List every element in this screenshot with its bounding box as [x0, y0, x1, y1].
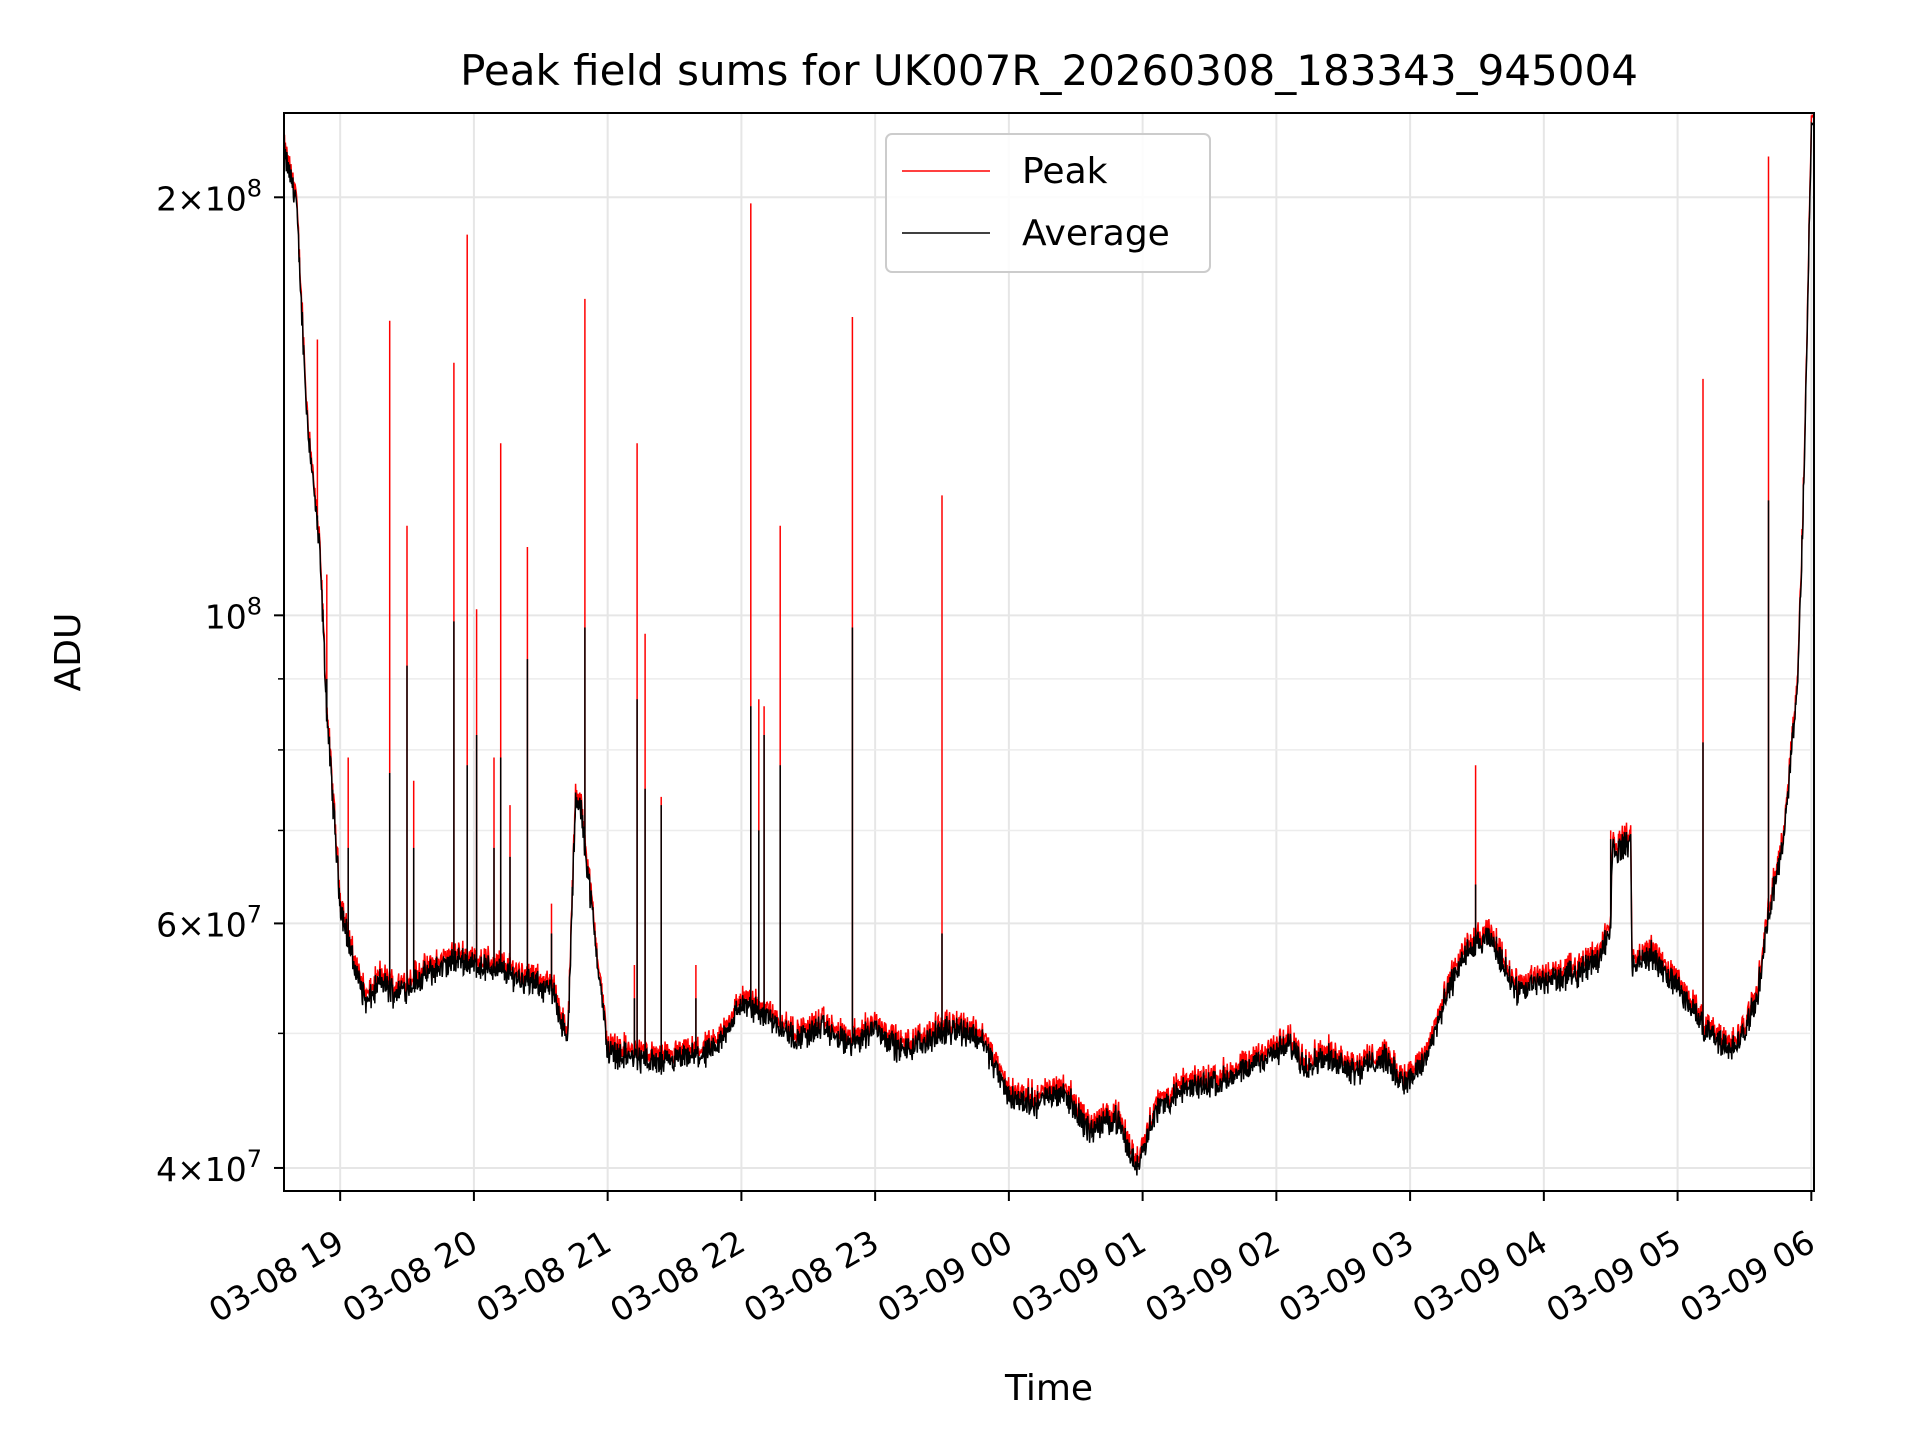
y-axis-ticks: 4×107 6×107 108 2×108 [156, 174, 284, 1189]
legend-peak-label: Peak [1022, 151, 1108, 192]
y-tick-label: 4×107 [156, 1145, 262, 1189]
grid-layer [284, 113, 1814, 1191]
y-tick-label: 6×107 [156, 900, 262, 944]
plot-frame [283, 112, 1815, 1192]
legend: Peak Average [885, 133, 1211, 273]
y-tick-label: 2×108 [156, 174, 262, 218]
legend-box [885, 133, 1211, 273]
series-layer [283, 114, 1815, 1176]
average-series-line [283, 121, 1815, 1176]
chart-title: Peak field sums for UK007R_20260308_1833… [460, 46, 1638, 95]
y-axis-label: ADU [48, 613, 89, 692]
x-axis-label: Time [1004, 1368, 1093, 1409]
legend-average-label: Average [1022, 213, 1170, 254]
y-tick-label: 108 [205, 592, 262, 636]
